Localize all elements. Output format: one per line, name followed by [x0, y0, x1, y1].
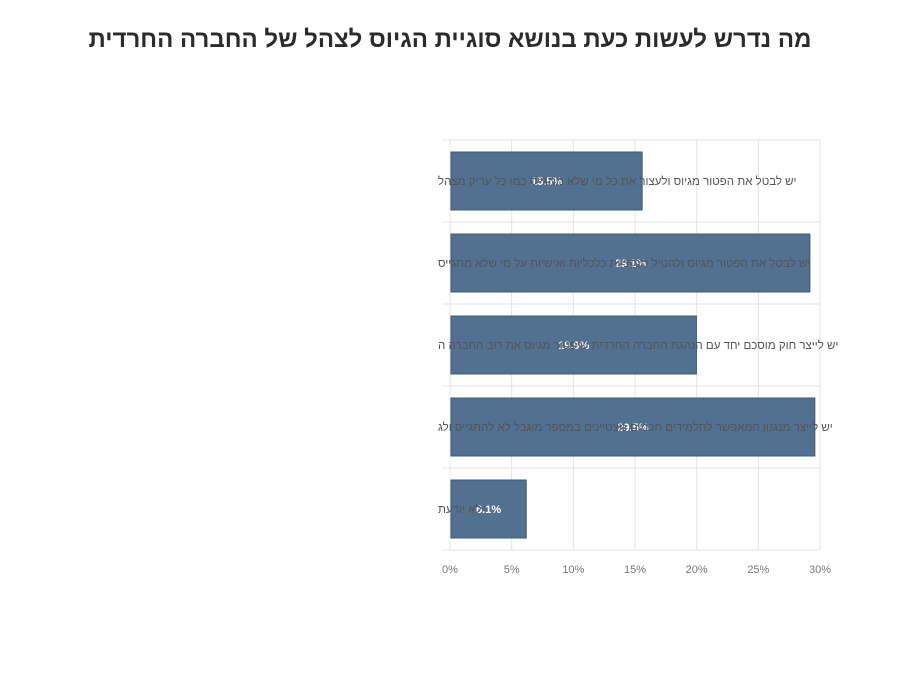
bar-value-label: 15.5%	[531, 176, 562, 188]
bar-value-label: 29.5%	[617, 422, 648, 434]
category-label: יש לייצר חוק מוסכם יחד עם הנהגת החברה הח…	[438, 339, 838, 352]
category-label: יש לבטל את הפטור מגיוס ולעצור את כל מי ש…	[438, 175, 797, 188]
x-tick-label: 20%	[686, 564, 708, 576]
bar-value-label: 6.1%	[476, 504, 501, 516]
bar[interactable]	[450, 315, 697, 375]
bar-value-label: 19.9%	[558, 340, 589, 352]
x-tick-label: 5%	[504, 564, 520, 576]
bar[interactable]	[450, 479, 527, 539]
bar-value-label: 29.1%	[615, 258, 646, 270]
x-tick-label: 15%	[624, 564, 646, 576]
x-tick-label: 0%	[442, 564, 458, 576]
bar[interactable]	[450, 151, 643, 211]
bars	[450, 151, 816, 539]
category-label: יש לבטל את הפטור מגיוס ולהטיל סנקציות כל…	[438, 257, 810, 270]
chart-title: מה נדרש לעשות כעת בנושא סוגיית הגיוס לצה…	[88, 26, 812, 53]
bar[interactable]	[450, 397, 816, 457]
x-tick-label: 10%	[562, 564, 584, 576]
labels: 0% 5% 10% 15% 20% 25% 30%15.5%יש לבטל את הפטור…	[438, 175, 838, 576]
category-label: לא יודעת	[438, 503, 482, 516]
x-tick-label: 30%	[809, 564, 831, 576]
bar[interactable]	[450, 233, 811, 293]
x-tick-label: 25%	[747, 564, 769, 576]
category-label: יש לייצר מנגנון המאפשר לתלמידים חכמים מצ…	[438, 421, 833, 434]
